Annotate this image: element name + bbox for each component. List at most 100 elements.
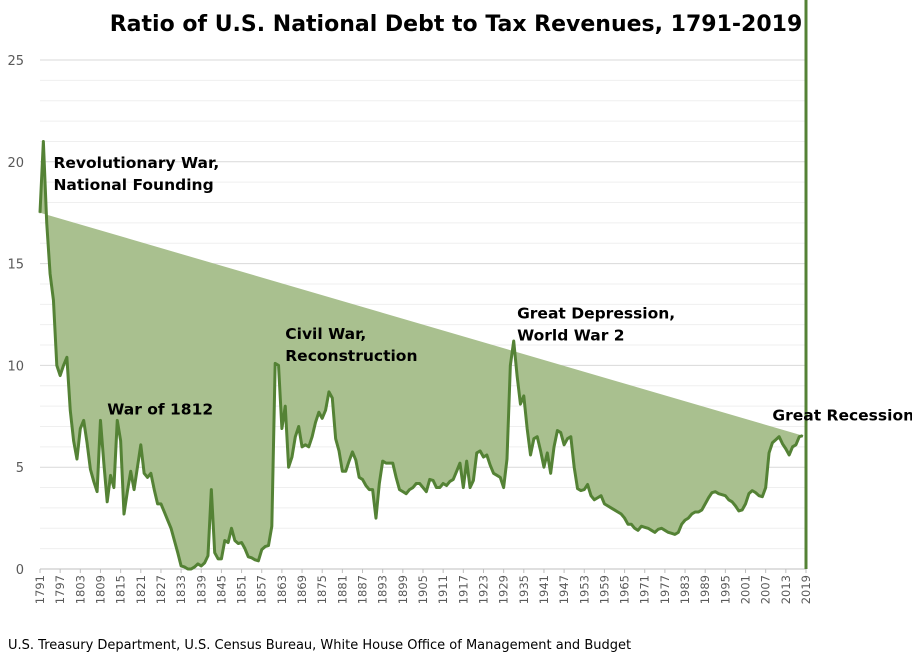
annotation-line: Revolutionary War, xyxy=(53,154,219,172)
area-layer xyxy=(38,0,808,571)
data-point-1922 xyxy=(479,450,481,452)
x-tick-label: 1791 xyxy=(33,575,47,604)
x-tick-label: 1857 xyxy=(255,575,269,604)
data-point-1994 xyxy=(721,494,723,496)
data-point-1938 xyxy=(533,438,535,440)
data-point-2003 xyxy=(751,490,753,492)
data-point-1976 xyxy=(660,527,663,529)
data-point-1957 xyxy=(597,497,599,499)
data-point-1821 xyxy=(140,444,142,446)
data-point-1989 xyxy=(704,503,706,505)
data-point-1979 xyxy=(671,532,673,534)
data-point-1930 xyxy=(506,458,508,460)
data-point-1918 xyxy=(466,460,468,462)
data-point-1952 xyxy=(580,490,582,492)
data-point-1875 xyxy=(321,417,323,419)
data-point-1917 xyxy=(462,486,464,489)
data-point-1955 xyxy=(590,495,592,497)
data-point-1962 xyxy=(613,509,616,511)
data-point-1878 xyxy=(331,397,333,399)
x-axis: 1791 1797 1803 1809 1815 1821 1827 1833 1839 1845… xyxy=(33,569,813,604)
annotation-line: National Founding xyxy=(53,176,213,194)
data-point-1905 xyxy=(422,486,424,489)
data-point-1924 xyxy=(486,454,488,456)
data-point-1872 xyxy=(311,436,313,438)
data-point-2002 xyxy=(748,493,750,495)
data-point-1993 xyxy=(718,493,720,495)
data-point-1803 xyxy=(79,427,81,430)
data-point-1844 xyxy=(217,558,219,560)
x-tick-label: 1953 xyxy=(577,575,591,604)
data-point-1850 xyxy=(237,542,239,545)
data-point-1956 xyxy=(593,499,595,501)
y-tick-label: 15 xyxy=(7,258,24,273)
x-tick-label: 1863 xyxy=(275,575,289,604)
data-point-1973 xyxy=(650,529,653,531)
data-point-1865 xyxy=(288,466,290,468)
data-point-1843 xyxy=(214,552,216,554)
x-tick-label: 1821 xyxy=(134,575,148,604)
data-point-1794 xyxy=(49,273,51,275)
data-point-1996 xyxy=(728,499,730,501)
data-point-1882 xyxy=(345,470,347,472)
data-point-1871 xyxy=(308,446,310,448)
annotation-line: War of 1812 xyxy=(107,400,213,418)
data-point-2000 xyxy=(741,509,743,511)
x-tick-label: 1803 xyxy=(73,575,87,604)
data-point-1806 xyxy=(89,468,91,470)
data-point-1895 xyxy=(388,462,390,464)
data-point-1977 xyxy=(664,529,666,531)
data-point-1855 xyxy=(254,559,256,561)
data-point-2019 xyxy=(805,0,807,1)
data-point-1867 xyxy=(294,436,296,438)
data-point-1847 xyxy=(227,541,229,544)
data-point-1860 xyxy=(271,525,273,527)
data-point-1986 xyxy=(694,511,696,513)
annotation-line: Great Recession xyxy=(772,406,912,424)
data-point-1947 xyxy=(563,444,565,446)
data-point-1910 xyxy=(439,486,441,489)
data-point-1807 xyxy=(93,480,95,483)
data-point-1987 xyxy=(697,511,700,513)
data-point-1879 xyxy=(335,438,337,440)
data-point-1889 xyxy=(368,489,370,491)
data-point-1908 xyxy=(432,479,434,482)
data-point-1909 xyxy=(435,486,438,489)
annotation-line: Reconstruction xyxy=(285,347,417,365)
data-point-1966 xyxy=(627,523,629,525)
data-point-1940 xyxy=(539,450,542,452)
data-point-1832 xyxy=(177,552,179,554)
data-point-1819 xyxy=(133,489,135,491)
data-point-1885 xyxy=(355,459,357,461)
data-point-1939 xyxy=(536,436,538,438)
data-point-1950 xyxy=(573,466,575,468)
x-tick-label: 1917 xyxy=(456,575,470,604)
data-point-1804 xyxy=(83,419,85,421)
data-point-1925 xyxy=(489,464,491,466)
x-tick-label: 1977 xyxy=(658,575,672,604)
annotations: Revolutionary War, National Founding War o… xyxy=(53,154,912,424)
x-tick-label: 2019 xyxy=(799,575,813,604)
data-point-1981 xyxy=(677,531,679,533)
data-point-1926 xyxy=(492,472,495,474)
y-axis: 0 5 10 15 20 25 xyxy=(7,54,24,578)
data-point-1887 xyxy=(361,478,364,481)
chart-title: Ratio of U.S. National Debt to Tax Reven… xyxy=(109,12,803,37)
annotation-1: Revolutionary War, National Founding xyxy=(53,154,219,194)
data-point-2007 xyxy=(765,486,767,489)
data-point-1824 xyxy=(150,472,152,474)
data-point-1849 xyxy=(234,539,236,542)
data-point-1894 xyxy=(385,462,387,464)
data-point-1881 xyxy=(341,470,343,472)
data-point-1912 xyxy=(445,484,448,487)
data-point-1820 xyxy=(136,466,139,468)
data-point-2012 xyxy=(781,443,784,445)
data-point-1846 xyxy=(224,539,226,542)
data-point-1969 xyxy=(637,529,639,531)
data-point-1991 xyxy=(711,492,713,494)
data-point-2013 xyxy=(785,448,787,450)
data-point-1937 xyxy=(529,454,532,456)
data-point-1906 xyxy=(425,491,427,493)
data-point-1992 xyxy=(714,491,716,493)
